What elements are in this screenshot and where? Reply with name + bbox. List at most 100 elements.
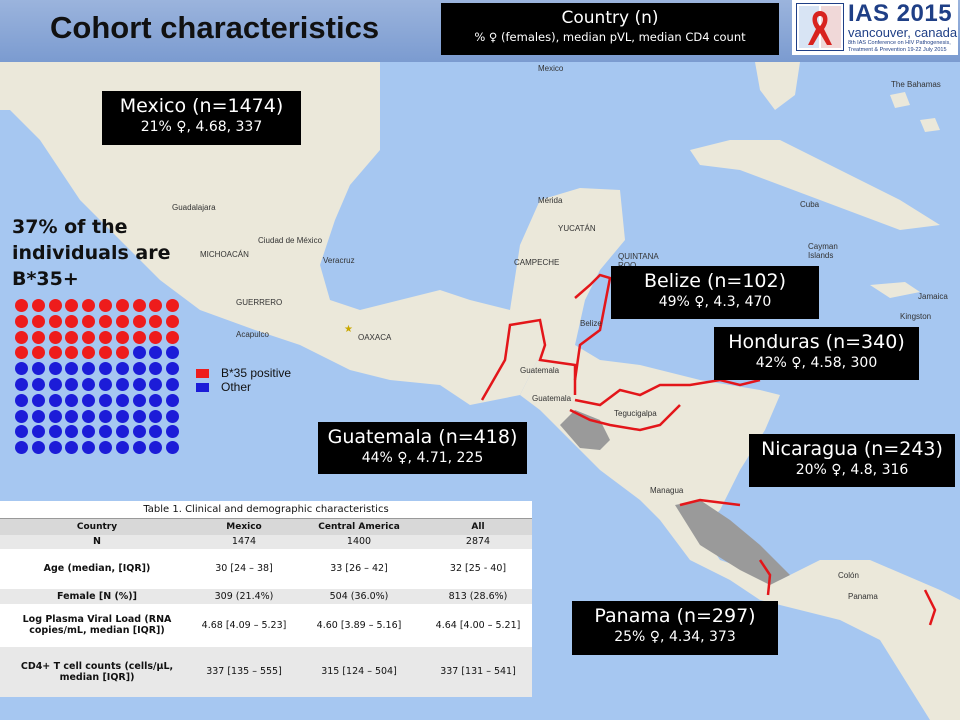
dot-b35-positive (115, 346, 129, 360)
country-box-panama: Panama (n=297) 25% ♀, 4.34, 373 (572, 601, 778, 655)
dot-b35-positive (132, 330, 146, 344)
dot-other (149, 377, 163, 391)
table-header-mexico: Mexico (226, 521, 262, 532)
dot-other (115, 377, 129, 391)
dot-b35-positive (15, 346, 28, 360)
map-label-campeche: Campeche (514, 258, 560, 267)
table-header-central-america: Central America (318, 521, 400, 532)
dot-other (166, 362, 180, 376)
dot-other (166, 393, 180, 407)
dot-other (115, 393, 129, 407)
country-heading: Guatemala (n=418) (327, 426, 518, 448)
cell-mexico: 30 [24 – 38] (194, 548, 294, 589)
country-box-mexico: Mexico (n=1474) 21% ♀, 4.68, 337 (102, 91, 301, 145)
dot-b35-positive (31, 314, 45, 328)
legend-item-other: Other (196, 380, 291, 394)
dot-b35-positive (98, 314, 112, 328)
dot-other (15, 409, 28, 423)
cell-mexico: 4.68 [4.09 – 5.23] (194, 603, 294, 647)
ias-2015-logo: IAS 2015 vancouver, canada 8th IAS Confe… (792, 0, 958, 55)
map-label-guadalajara: Guadalajara (172, 203, 216, 212)
dot-other (98, 362, 112, 376)
key-heading: Country (n) (561, 8, 659, 28)
dot-b35-positive (31, 299, 45, 312)
dot-b35-positive (98, 330, 112, 344)
dot-b35-positive (166, 299, 180, 312)
slide-title: Cohort characteristics (50, 10, 380, 45)
dot-b35-positive (166, 314, 180, 328)
dot-b35-positive (48, 330, 62, 344)
dot-other (132, 362, 146, 376)
country-stats: 21% ♀, 4.68, 337 (140, 119, 263, 135)
dot-b35-positive (98, 346, 112, 360)
map-label-michoacan: Michoacán (200, 250, 249, 259)
legend-key-box: Country (n) % ♀ (females), median pVL, m… (441, 3, 779, 55)
dot-other (166, 409, 180, 423)
legend-label-other: Other (221, 380, 252, 394)
map-label-acapulco: Acapulco (236, 330, 269, 339)
map-label-jamaica: Jamaica (918, 292, 948, 301)
table-row: Age (median, [IQR]) 30 [24 – 38] 33 [26 … (0, 548, 532, 589)
logo-tagline: 8th IAS Conference on HIV Pathogenesis, … (848, 40, 951, 53)
dot-other (48, 409, 62, 423)
dot-other (82, 441, 96, 455)
dot-other (82, 393, 96, 407)
dot-b35-positive (65, 299, 79, 312)
country-stats: 25% ♀, 4.34, 373 (614, 629, 736, 645)
dot-other (65, 441, 79, 455)
map-label-guatemala-city: Guatemala (532, 394, 572, 403)
table-header-row: Country Mexico Central America All (0, 518, 532, 535)
b35-dot-grid (15, 299, 183, 457)
dot-other (82, 425, 96, 439)
dot-b35-positive (65, 314, 79, 328)
dot-other (31, 377, 45, 391)
country-heading: Honduras (n=340) (728, 331, 905, 353)
dot-b35-positive (166, 330, 180, 344)
table-row: Female [N (%)] 309 (21.4%) 504 (36.0%) 8… (0, 588, 532, 604)
map-label-guerrero: Guerrero (236, 298, 283, 307)
country-heading: Nicaragua (n=243) (761, 438, 943, 460)
cell-all: 32 [25 - 40] (424, 548, 532, 589)
dot-other (31, 393, 45, 407)
dot-other (48, 441, 62, 455)
dot-other (166, 377, 180, 391)
dot-other (48, 362, 62, 376)
table-header-all: All (471, 521, 485, 532)
dot-other (65, 409, 79, 423)
country-stats: 49% ♀, 4.3, 470 (658, 294, 772, 310)
dot-b35-positive (15, 299, 28, 312)
map-label-tegucigalpa: Tegucigalpa (614, 409, 657, 418)
dot-b35-positive (82, 314, 96, 328)
characteristics-table: Table 1. Clinical and demographic charac… (0, 501, 532, 697)
dot-b35-positive (98, 299, 112, 312)
dot-other (48, 377, 62, 391)
dot-b35-positive (149, 299, 163, 312)
legend-label-positive: B*35 positive (221, 366, 292, 380)
map-label-veracruz: Veracruz (323, 256, 355, 265)
dot-other (31, 441, 45, 455)
country-box-honduras: Honduras (n=340) 42% ♀, 4.58, 300 (714, 327, 919, 380)
dot-other (149, 409, 163, 423)
dot-other (132, 393, 146, 407)
cell-mexico: 337 [135 – 555] (194, 646, 294, 697)
table-caption: Table 1. Clinical and demographic charac… (0, 501, 532, 519)
map-label-yucatan: Yucatán (558, 224, 596, 233)
dot-b35-positive (82, 346, 96, 360)
dot-other (82, 362, 96, 376)
dot-b35-positive (48, 314, 62, 328)
cell-central-america: 504 (36.0%) (294, 588, 424, 604)
dot-b35-positive (82, 330, 96, 344)
cell-all: 813 (28.6%) (424, 588, 532, 604)
map-label-kingston: Kingston (900, 312, 932, 321)
map-label-colon: Colón (838, 571, 859, 580)
dot-b35-positive (48, 299, 62, 312)
map-label-belize: Belize (580, 319, 602, 328)
dot-other (31, 409, 45, 423)
dot-other (15, 362, 28, 376)
dot-other (115, 425, 129, 439)
dot-b35-positive (132, 314, 146, 328)
dot-other (31, 362, 45, 376)
dot-other (132, 409, 146, 423)
dot-b35-positive (15, 330, 28, 344)
cell-mexico: 1474 (194, 534, 294, 549)
